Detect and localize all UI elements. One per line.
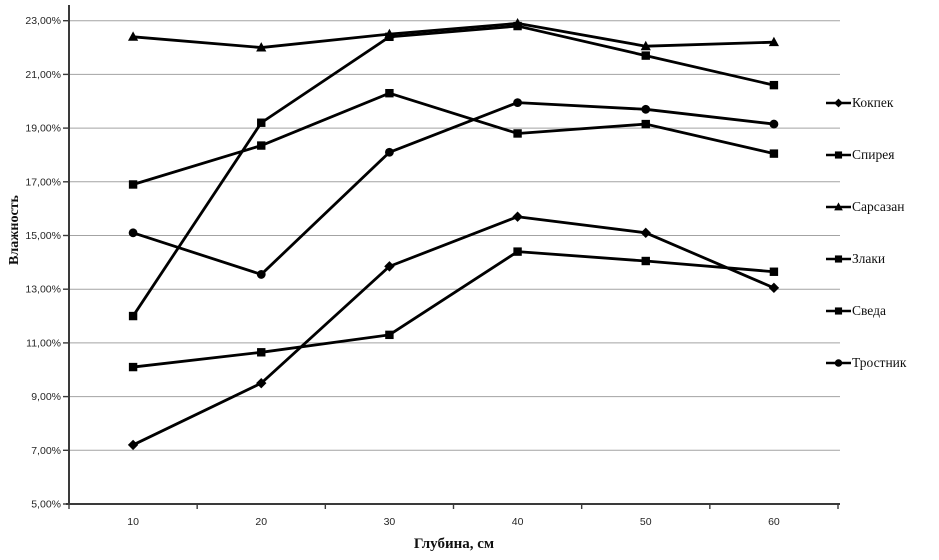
series-line-Сведа bbox=[131, 24, 776, 318]
circle-marker bbox=[385, 147, 394, 157]
square-marker bbox=[385, 330, 394, 340]
diamond-marker bbox=[127, 439, 139, 451]
square-marker bbox=[834, 307, 843, 315]
square-marker bbox=[257, 141, 266, 150]
y-tick-label: 17,00% bbox=[25, 176, 61, 188]
legend-swatch bbox=[826, 202, 851, 211]
x-tick-label: 10 bbox=[127, 516, 139, 528]
diamond-marker bbox=[512, 211, 523, 222]
square-marker bbox=[641, 51, 650, 60]
y-tick-label: 11,00% bbox=[26, 337, 61, 349]
legend-label: Сарсазан bbox=[852, 199, 905, 214]
legend: Кокпек Спирея Сарсазан Злаки Сведа Тростник bbox=[826, 77, 906, 389]
legend-label: Спирея bbox=[852, 147, 895, 162]
y-tick-label: 15,00% bbox=[25, 230, 61, 242]
y-tick-label: 5,00% bbox=[31, 499, 61, 511]
x-tick-label: 20 bbox=[255, 516, 267, 528]
legend-swatch bbox=[826, 151, 851, 159]
square-marker bbox=[769, 149, 779, 158]
x-tick-label: 60 bbox=[768, 516, 780, 528]
x-axis-title: Глубина, см bbox=[413, 536, 495, 552]
legend-item-Спирея: Спирея bbox=[826, 129, 906, 181]
legend-label: Тростник bbox=[852, 355, 907, 370]
diamond-marker bbox=[640, 227, 651, 239]
triangle-marker bbox=[127, 31, 139, 41]
diamond-marker bbox=[256, 377, 267, 389]
diamond-marker bbox=[834, 98, 843, 108]
diamond-marker bbox=[768, 282, 780, 294]
y-tick-label: 21,00% bbox=[25, 69, 61, 81]
y-tick-label: 9,00% bbox=[31, 391, 61, 403]
series-line-Кокпек bbox=[131, 215, 776, 447]
y-axis-title: Влажность bbox=[7, 195, 22, 265]
circle-marker bbox=[256, 270, 266, 279]
legend-item-Сведа: Сведа bbox=[826, 285, 906, 337]
square-marker bbox=[128, 311, 138, 321]
square-marker bbox=[834, 151, 843, 159]
x-tick-label: 40 bbox=[512, 516, 524, 528]
series-line-Спирея bbox=[131, 250, 776, 369]
legend-swatch bbox=[826, 359, 851, 367]
square-marker bbox=[641, 256, 650, 266]
circle-marker bbox=[641, 104, 651, 114]
square-marker bbox=[769, 267, 779, 276]
square-marker bbox=[641, 119, 650, 129]
triangle-marker bbox=[256, 42, 267, 52]
circle-marker bbox=[769, 119, 779, 129]
legend-label: Кокпек bbox=[852, 95, 894, 110]
circle-marker bbox=[834, 359, 843, 367]
triangle-marker bbox=[834, 202, 843, 211]
series-line-Тростник bbox=[131, 101, 776, 276]
circle-marker bbox=[128, 228, 138, 238]
triangle-marker bbox=[768, 36, 780, 47]
y-tick-label: 7,00% bbox=[31, 445, 61, 457]
legend-swatch bbox=[826, 98, 851, 108]
square-marker bbox=[513, 129, 522, 138]
square-marker bbox=[385, 88, 394, 98]
x-tick-label: 50 bbox=[640, 516, 652, 528]
square-marker bbox=[257, 348, 266, 357]
legend-item-Тростник: Тростник bbox=[826, 337, 906, 389]
triangle-marker bbox=[640, 40, 651, 51]
y-tick-label: 19,00% bbox=[25, 123, 61, 135]
square-marker bbox=[513, 247, 522, 256]
square-marker bbox=[834, 255, 843, 263]
x-tick-label: 30 bbox=[384, 516, 396, 528]
legend-swatch bbox=[826, 307, 851, 315]
square-marker bbox=[128, 362, 138, 372]
legend-label: Злаки bbox=[852, 251, 886, 266]
legend-item-Кокпек: Кокпек bbox=[826, 77, 906, 129]
square-marker bbox=[257, 118, 266, 127]
series-line-Сарсазан bbox=[131, 21, 776, 49]
square-marker bbox=[385, 32, 394, 42]
diamond-marker bbox=[384, 261, 395, 272]
legend-label: Сведа bbox=[852, 303, 886, 318]
legend-item-Злаки: Злаки bbox=[826, 233, 906, 285]
square-marker bbox=[769, 80, 779, 90]
series-line-Злаки bbox=[131, 91, 776, 186]
square-marker bbox=[128, 180, 138, 189]
circle-marker bbox=[513, 98, 522, 107]
legend-item-Сарсазан: Сарсазан bbox=[826, 181, 906, 233]
y-tick-label: 13,00% bbox=[25, 284, 61, 296]
square-marker bbox=[513, 21, 522, 31]
legend-swatch bbox=[826, 255, 851, 263]
y-tick-label: 23,00% bbox=[25, 15, 61, 27]
